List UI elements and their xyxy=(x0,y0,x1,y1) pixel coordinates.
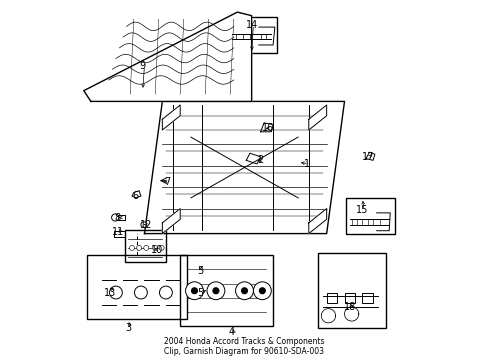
Bar xyxy=(87,255,187,319)
Text: 2: 2 xyxy=(257,156,263,165)
Circle shape xyxy=(152,246,157,250)
Text: 1: 1 xyxy=(304,159,309,169)
Polygon shape xyxy=(83,12,251,102)
Polygon shape xyxy=(144,102,344,234)
Circle shape xyxy=(185,282,203,300)
Text: 14: 14 xyxy=(245,19,257,30)
Circle shape xyxy=(206,282,224,300)
Text: 17: 17 xyxy=(361,152,373,162)
Circle shape xyxy=(111,214,119,221)
Text: 2004 Honda Accord Tracks & Components
Clip, Garnish Diagram for 90610-SDA-003: 2004 Honda Accord Tracks & Components Cl… xyxy=(164,337,324,356)
Bar xyxy=(346,198,394,234)
Bar xyxy=(228,18,276,53)
Text: 16: 16 xyxy=(261,123,273,133)
Circle shape xyxy=(141,222,146,228)
Bar xyxy=(124,230,165,262)
Circle shape xyxy=(212,287,219,294)
Text: 8: 8 xyxy=(114,212,121,222)
Bar xyxy=(317,253,385,328)
Circle shape xyxy=(190,287,198,294)
Text: 7: 7 xyxy=(164,177,170,187)
Text: 10: 10 xyxy=(150,245,163,255)
Polygon shape xyxy=(308,208,326,234)
Text: 5: 5 xyxy=(196,266,203,276)
Text: 4: 4 xyxy=(228,327,235,337)
Text: 15: 15 xyxy=(355,205,368,215)
Circle shape xyxy=(143,246,148,250)
Polygon shape xyxy=(308,105,326,130)
Text: 9: 9 xyxy=(140,61,145,71)
Text: 11: 11 xyxy=(111,227,123,237)
Text: 6: 6 xyxy=(132,191,138,201)
Circle shape xyxy=(235,282,253,300)
Circle shape xyxy=(253,282,271,300)
Bar xyxy=(344,293,354,303)
Text: 12: 12 xyxy=(140,220,152,230)
Polygon shape xyxy=(162,208,180,234)
Circle shape xyxy=(129,246,134,250)
Text: 3: 3 xyxy=(125,323,131,333)
Bar xyxy=(180,255,272,327)
Circle shape xyxy=(159,246,164,250)
Bar xyxy=(362,293,372,303)
Circle shape xyxy=(258,287,265,294)
Polygon shape xyxy=(162,105,180,130)
Text: 13: 13 xyxy=(104,288,117,297)
Bar xyxy=(326,293,337,303)
Text: 5: 5 xyxy=(196,288,203,297)
Circle shape xyxy=(241,287,247,294)
Text: 18: 18 xyxy=(343,302,355,312)
Circle shape xyxy=(136,246,142,250)
